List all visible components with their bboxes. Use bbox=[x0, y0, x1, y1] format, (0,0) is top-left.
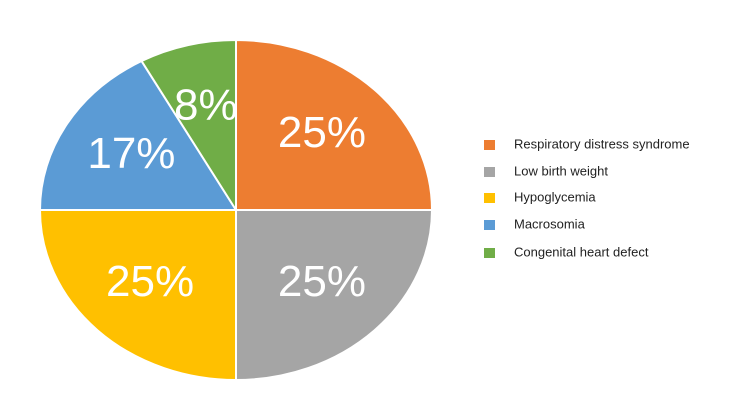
legend-swatch bbox=[484, 140, 495, 150]
data-label: 25% bbox=[106, 257, 194, 306]
pie-slice bbox=[140, 38, 237, 214]
legend-label: Congenital heart defect bbox=[514, 244, 649, 259]
legend-label: Low birth weight bbox=[514, 163, 608, 178]
pie-slice bbox=[235, 209, 434, 382]
data-label: 8% bbox=[174, 81, 238, 130]
data-label: 25% bbox=[278, 257, 366, 306]
data-label: 25% bbox=[278, 108, 366, 157]
pie-slice bbox=[38, 209, 237, 382]
data-label: 17% bbox=[87, 129, 175, 178]
legend-swatch bbox=[484, 167, 495, 177]
pie-slice bbox=[235, 38, 434, 211]
legend-swatch bbox=[484, 248, 495, 258]
pie-slice bbox=[38, 59, 238, 211]
legend-label: Hypoglycemia bbox=[514, 189, 596, 204]
legend-swatch bbox=[484, 220, 495, 230]
legend-label: Macrosomia bbox=[514, 216, 586, 231]
legend-label: Respiratory distress syndrome bbox=[514, 136, 690, 151]
legend-swatch bbox=[484, 193, 495, 203]
